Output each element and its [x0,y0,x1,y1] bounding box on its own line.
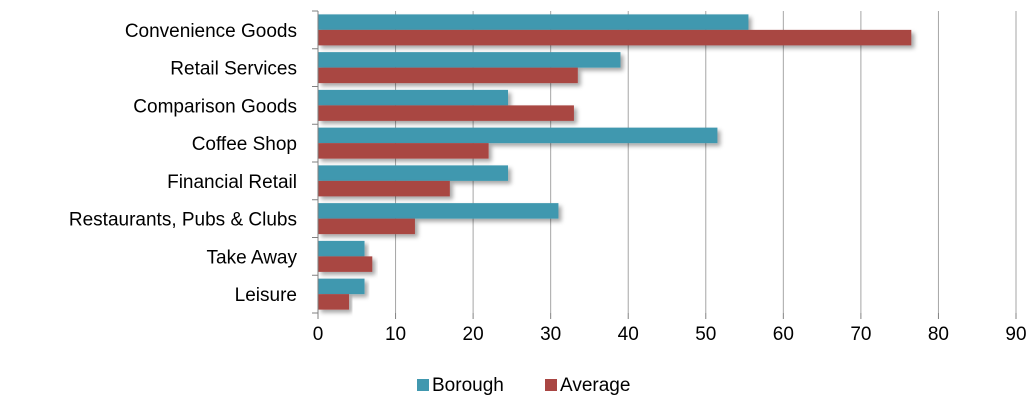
bar-average-1 [318,67,578,84]
category-label: Restaurants, Pubs & Clubs [69,210,297,231]
x-tick-label: 80 [928,324,949,345]
bar-average-5 [318,218,415,235]
bar-borough-4 [318,165,509,181]
category-label: Retail Services [170,59,297,80]
bar-average-4 [318,180,450,197]
bar-borough-5 [318,203,559,219]
category-label: Comparison Goods [133,96,297,117]
bars [318,14,912,310]
x-tick-label: 90 [1005,324,1026,345]
bar-borough-1 [318,52,621,68]
bar-borough-0 [318,14,749,30]
x-tick-label: 40 [618,324,639,345]
category-label: Leisure [235,285,297,306]
x-tick-label: 60 [773,324,794,345]
legend-label-average: Average [560,375,630,396]
x-tick-label: 10 [385,324,406,345]
bar-average-0 [318,29,912,46]
bar-borough-3 [318,127,718,144]
bar-average-6 [318,256,373,272]
category-label: Take Away [207,247,298,268]
bar-average-7 [318,294,350,310]
x-tick-label: 70 [850,324,871,345]
bar-borough-2 [318,89,509,106]
legend: Borough Average [417,375,630,396]
x-tick-label: 50 [695,324,716,345]
legend-swatch-borough [417,379,429,391]
x-tick-labels: 0 10 20 30 40 50 60 70 80 90 [313,324,1027,345]
x-tick-label: 30 [540,324,561,345]
x-tick-label: 0 [313,324,324,345]
category-label: Convenience Goods [125,21,297,42]
category-label: Financial Retail [167,172,297,193]
x-tick-label: 20 [463,324,484,345]
bar-average-2 [318,105,574,121]
bar-borough-7 [318,278,365,295]
axes [312,10,1017,319]
category-label: Coffee Shop [192,134,297,155]
bar-borough-6 [318,240,365,257]
bar-average-3 [318,143,489,159]
category-labels: Convenience Goods Retail Services Comparis… [69,21,298,306]
legend-label-borough: Borough [432,375,504,396]
legend-swatch-average [545,379,557,391]
